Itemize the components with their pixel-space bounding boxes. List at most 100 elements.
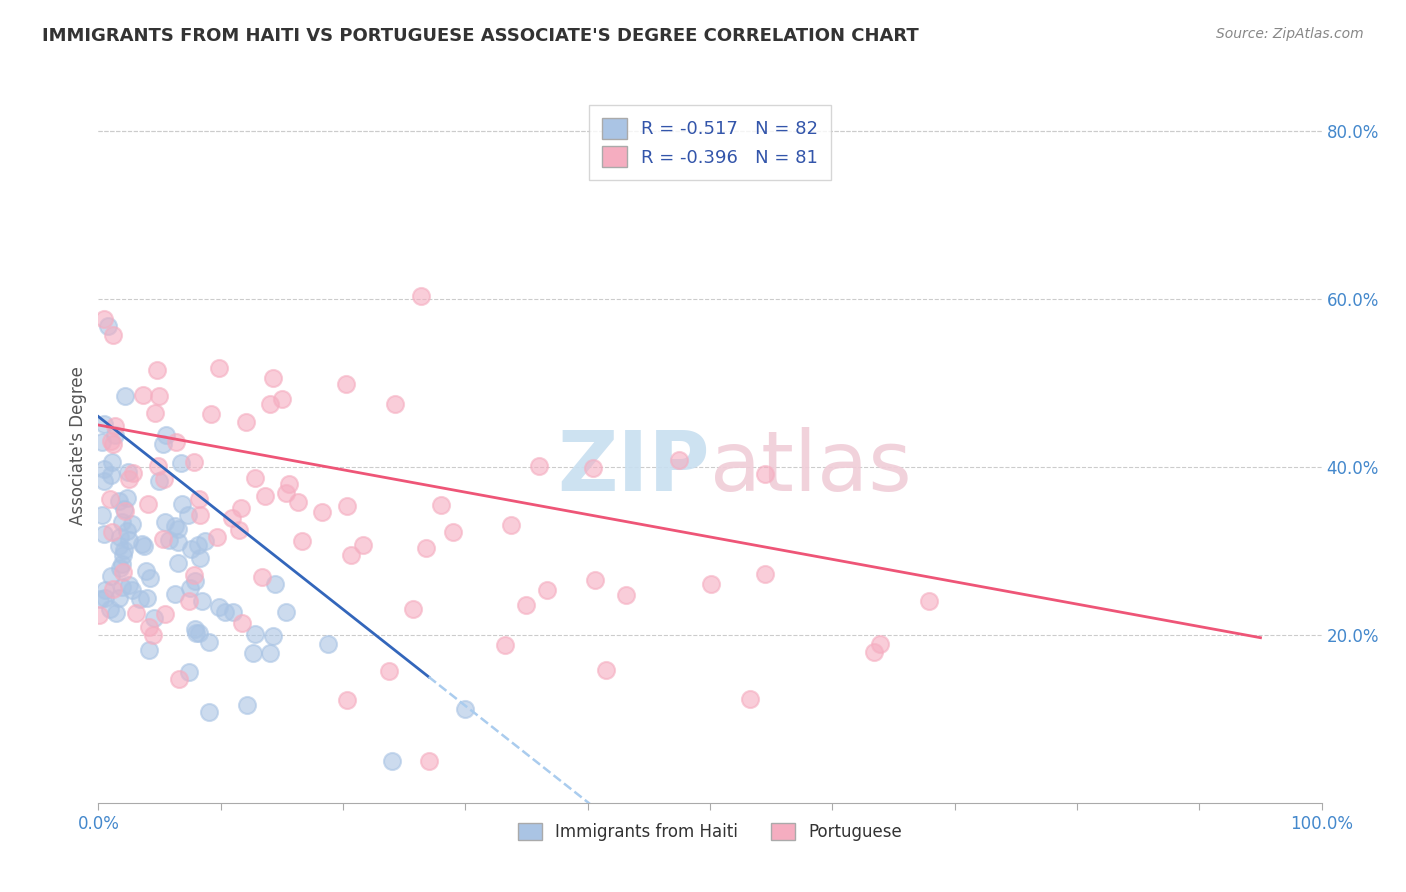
Text: atlas: atlas bbox=[710, 427, 911, 508]
Point bbox=[200, 407, 222, 421]
Point bbox=[236, 698, 259, 713]
Point bbox=[335, 377, 357, 392]
Point bbox=[378, 665, 401, 679]
Point bbox=[415, 541, 437, 556]
Point bbox=[101, 525, 124, 540]
Point bbox=[91, 508, 114, 522]
Point bbox=[381, 754, 404, 768]
Point bbox=[152, 533, 174, 547]
Point bbox=[110, 530, 132, 544]
Point bbox=[194, 533, 217, 548]
Point bbox=[97, 319, 120, 334]
Point bbox=[754, 467, 776, 482]
Point bbox=[153, 516, 176, 530]
Point bbox=[104, 418, 127, 433]
Text: IMMIGRANTS FROM HAITI VS PORTUGUESE ASSOCIATE'S DEGREE CORRELATION CHART: IMMIGRANTS FROM HAITI VS PORTUGUESE ASSO… bbox=[42, 27, 920, 45]
Point bbox=[184, 574, 207, 588]
Point bbox=[146, 363, 169, 377]
Point bbox=[198, 634, 221, 648]
Point bbox=[274, 486, 297, 500]
Point bbox=[100, 455, 122, 469]
Point bbox=[536, 582, 558, 597]
Point bbox=[94, 583, 117, 598]
Point bbox=[112, 542, 135, 557]
Point bbox=[208, 600, 231, 615]
Point bbox=[157, 533, 180, 548]
Point bbox=[494, 638, 516, 652]
Point bbox=[918, 593, 941, 607]
Point bbox=[222, 605, 245, 619]
Point bbox=[100, 434, 122, 448]
Point bbox=[101, 437, 124, 451]
Point bbox=[148, 474, 170, 488]
Point bbox=[167, 522, 190, 536]
Point bbox=[418, 754, 440, 768]
Point bbox=[167, 673, 190, 687]
Point bbox=[98, 491, 121, 506]
Point bbox=[139, 571, 162, 585]
Point bbox=[205, 531, 228, 545]
Point bbox=[122, 466, 145, 480]
Point bbox=[259, 646, 281, 660]
Point bbox=[235, 416, 257, 430]
Point bbox=[187, 538, 209, 552]
Point bbox=[93, 527, 115, 541]
Point bbox=[291, 534, 314, 549]
Point bbox=[336, 693, 359, 707]
Point bbox=[316, 637, 339, 651]
Point bbox=[115, 524, 138, 538]
Point bbox=[187, 491, 209, 506]
Point bbox=[430, 498, 453, 512]
Point bbox=[114, 503, 136, 517]
Point bbox=[668, 452, 690, 467]
Point bbox=[100, 468, 122, 483]
Point bbox=[614, 588, 637, 602]
Point bbox=[170, 456, 193, 470]
Point bbox=[179, 594, 201, 608]
Point bbox=[411, 289, 433, 303]
Point bbox=[515, 598, 537, 612]
Point bbox=[352, 538, 374, 552]
Point bbox=[111, 558, 134, 572]
Point bbox=[93, 417, 115, 432]
Point bbox=[188, 625, 211, 640]
Point bbox=[143, 406, 166, 420]
Point bbox=[863, 645, 886, 659]
Point bbox=[754, 566, 776, 581]
Point bbox=[311, 505, 333, 519]
Point bbox=[529, 458, 551, 473]
Point bbox=[262, 629, 284, 643]
Point bbox=[208, 361, 231, 376]
Point bbox=[152, 436, 174, 450]
Point bbox=[190, 550, 212, 565]
Point bbox=[454, 702, 477, 716]
Point bbox=[177, 665, 200, 679]
Point bbox=[101, 582, 124, 597]
Point bbox=[108, 561, 131, 575]
Point bbox=[231, 615, 253, 630]
Point bbox=[250, 570, 273, 584]
Point bbox=[108, 591, 131, 605]
Point bbox=[118, 472, 141, 486]
Point bbox=[183, 455, 205, 469]
Point bbox=[153, 607, 176, 621]
Point bbox=[138, 643, 160, 657]
Point bbox=[402, 601, 425, 615]
Point bbox=[125, 607, 148, 621]
Point bbox=[104, 606, 127, 620]
Point bbox=[167, 556, 190, 570]
Point bbox=[117, 465, 139, 479]
Point bbox=[243, 627, 266, 641]
Point bbox=[111, 548, 134, 562]
Point bbox=[100, 569, 122, 583]
Point bbox=[180, 541, 202, 556]
Point bbox=[340, 548, 363, 562]
Point bbox=[179, 581, 201, 595]
Point bbox=[135, 591, 157, 605]
Point bbox=[740, 692, 762, 706]
Point bbox=[501, 518, 523, 533]
Point bbox=[112, 566, 135, 580]
Point bbox=[188, 508, 211, 522]
Point bbox=[93, 475, 115, 489]
Point bbox=[121, 583, 143, 598]
